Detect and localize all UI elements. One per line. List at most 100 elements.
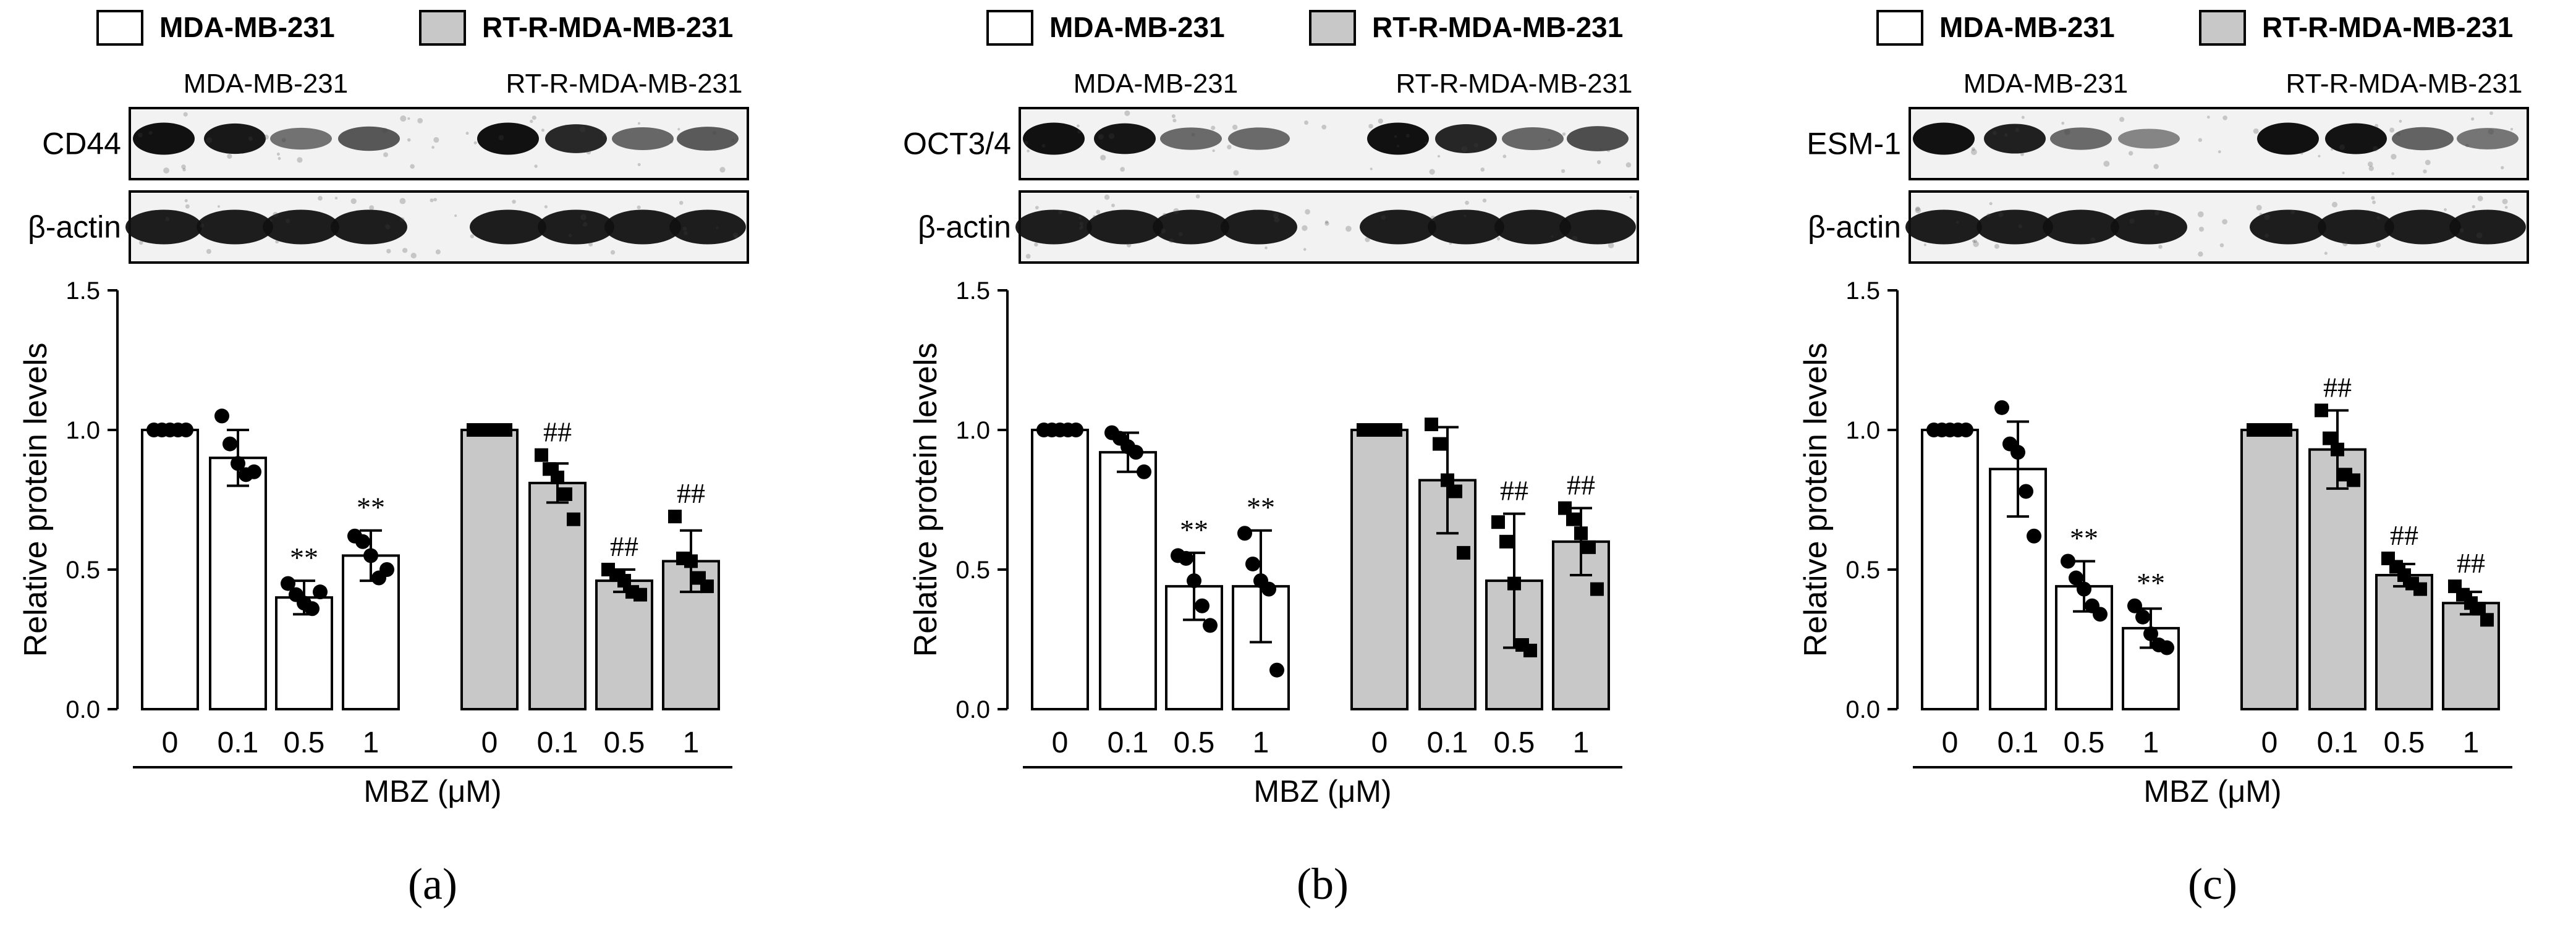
blot-band — [2384, 209, 2461, 245]
blot-band — [338, 126, 400, 151]
bar — [1418, 479, 1477, 710]
blot-speckle — [2259, 213, 2263, 216]
data-point — [2315, 403, 2328, 418]
bar — [141, 429, 199, 710]
panel-1: MDA-MB-231 RT-R-MDA-MB-231 MDA-MB-231 RT-R-… — [18, 10, 749, 909]
blot-speckle — [1973, 241, 1979, 247]
blot-band — [1567, 126, 1629, 151]
blot-speckle — [1211, 125, 1216, 130]
blot-speckle — [1080, 225, 1083, 229]
legend-label: RT-R-MDA-MB-231 — [2262, 11, 2513, 43]
blot-band — [263, 209, 339, 245]
blot-speckle — [588, 242, 593, 246]
blot-speckle — [1425, 141, 1428, 145]
blot-speckle — [2488, 128, 2494, 135]
blot-band — [1984, 124, 2046, 154]
blot-speckle — [217, 205, 220, 208]
blot-speckle — [417, 118, 423, 124]
blot-speckle — [1430, 216, 1436, 221]
data-point — [1441, 473, 1454, 487]
data-point — [2413, 582, 2427, 596]
blot-speckle — [2373, 146, 2378, 152]
blot-band — [545, 124, 607, 153]
blot-speckle — [382, 127, 388, 133]
bar — [1099, 451, 1157, 710]
blot-group-header: MDA-MB-231 — [1964, 69, 2129, 99]
blot-speckle — [1502, 154, 1507, 158]
blot-speckle — [1915, 207, 1921, 214]
data-point — [1179, 550, 1193, 566]
blot-band — [1428, 209, 1504, 245]
x-tick-label: 1 — [1253, 726, 1269, 759]
blot-band — [1221, 209, 1297, 245]
blot-band — [197, 209, 273, 245]
data-point — [2279, 423, 2292, 437]
blot-speckle — [1303, 248, 1307, 251]
x-tick-label: 0.1 — [1998, 726, 2039, 759]
blot-speckle — [2368, 166, 2374, 171]
blot-band — [2043, 209, 2119, 245]
x-tick-label: 0 — [1942, 726, 1959, 759]
blot-speckle — [1449, 242, 1452, 245]
blot-speckle — [165, 217, 170, 221]
data-point — [1507, 576, 1521, 591]
y-tick-label: 0.5 — [955, 557, 990, 584]
data-point — [1195, 598, 1210, 613]
blot-speckle — [318, 196, 323, 201]
blot-speckle — [1232, 124, 1238, 130]
blot-speckle — [1212, 149, 1215, 153]
blot-speckle — [1233, 170, 1239, 176]
blot-speckle — [1971, 147, 1975, 151]
data-point — [1245, 556, 1260, 571]
data-point — [2019, 484, 2033, 499]
blot-speckle — [719, 167, 726, 173]
bar — [1921, 429, 1979, 710]
data-point — [684, 554, 698, 568]
x-tick-label: 0.5 — [1494, 726, 1535, 759]
blot-speckle — [281, 138, 286, 143]
significance-mark: ## — [2323, 371, 2352, 403]
blot-speckle — [1482, 198, 1487, 203]
blot-speckle — [579, 126, 586, 133]
x-tick-label: 0.1 — [537, 726, 578, 759]
blot-speckle — [1986, 213, 1991, 218]
blot-band — [125, 209, 202, 245]
blot-band — [133, 122, 195, 155]
blot-band — [1015, 209, 1092, 245]
legend-swatch — [419, 10, 466, 46]
blot-speckle — [1078, 216, 1082, 220]
y-axis-label: Relative protein levels — [908, 343, 944, 657]
blot-speckle — [1599, 148, 1603, 151]
data-point — [1425, 417, 1438, 431]
blot-speckle — [1625, 162, 1632, 168]
blot-speckle — [1163, 213, 1167, 217]
data-point — [1137, 464, 1151, 479]
bar — [460, 429, 519, 710]
blot-speckle — [2331, 201, 2338, 208]
blot-speckle — [1173, 208, 1179, 214]
blot-speckle — [1973, 239, 1977, 243]
blot-speckle — [1324, 221, 1329, 226]
blot-speckle — [1572, 235, 1578, 242]
blot-band — [1913, 122, 1975, 155]
blot-band — [2050, 127, 2112, 150]
legend-label: RT-R-MDA-MB-231 — [482, 11, 733, 43]
blot-speckle — [1179, 232, 1183, 237]
blot-speckle — [2375, 124, 2379, 128]
blot-speckle — [2256, 204, 2262, 211]
blot-band — [2392, 127, 2454, 151]
blot-speckle — [1305, 209, 1310, 215]
blot-speckle — [1100, 154, 1106, 161]
blot-speckle — [512, 200, 516, 204]
y-tick-label: 0.0 — [66, 696, 100, 723]
blot-label: ESM-1 — [1807, 127, 1901, 161]
blot-band — [2449, 209, 2526, 245]
blot-speckle — [2471, 117, 2475, 121]
blot-band — [1494, 209, 1571, 245]
data-point — [214, 408, 229, 424]
blot-speckle — [1169, 238, 1174, 243]
data-point — [281, 576, 295, 591]
data-point — [1491, 515, 1505, 529]
blot-speckle — [1998, 212, 2004, 217]
y-tick-label: 1.5 — [1845, 277, 1880, 305]
